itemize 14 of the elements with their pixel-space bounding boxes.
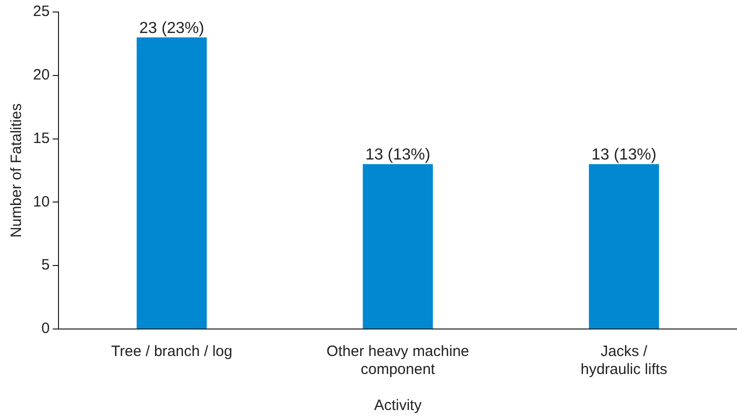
data-label: 23 (23%)	[139, 20, 204, 37]
x-axis-title: Activity	[374, 397, 422, 414]
y-tick-label: 25	[32, 3, 50, 20]
y-tick-label: 20	[32, 66, 50, 84]
data-label: 13 (13%)	[591, 146, 656, 164]
x-tick-label: Jacks / hydraulic lifts	[580, 343, 668, 378]
x-tick-label: Other heavy machine component	[326, 343, 470, 378]
y-tick-label: 15	[32, 130, 50, 147]
y-tick-label: 0	[41, 320, 50, 338]
y-axis-title: Number of Fatalities	[8, 103, 26, 238]
x-tick-label: Tree / branch / log	[111, 343, 232, 360]
y-tick-label: 5	[41, 256, 50, 274]
data-label: 13 (13%)	[365, 146, 430, 164]
y-tick-label: 10	[32, 193, 50, 210]
